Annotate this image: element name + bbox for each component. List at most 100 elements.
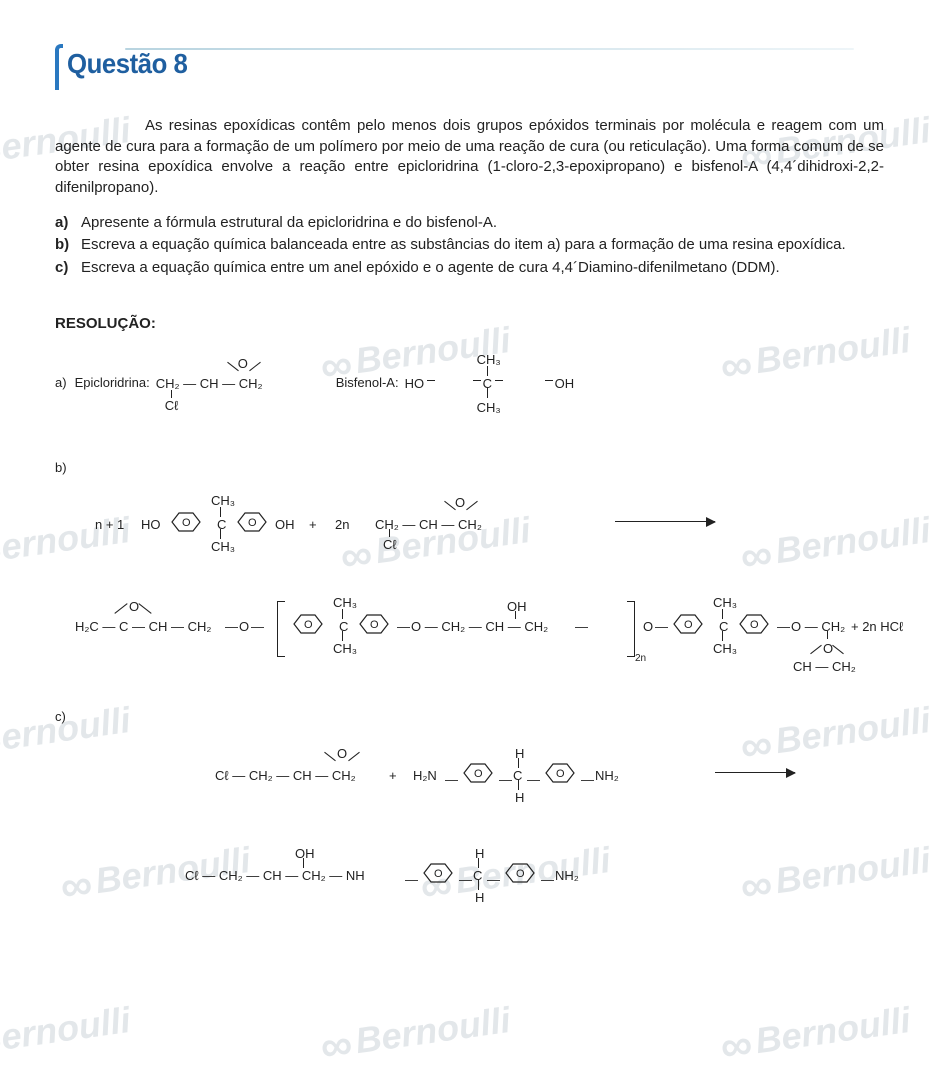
b-ch3: CH₃ [713,595,737,610]
epi-bond [249,362,261,371]
benzene-ring-icon: O [289,613,327,638]
resolution-a: a) Epicloridrina: CH₂ — CH — CH₂ O Cℓ Bi… [55,350,884,416]
reaction-arrow-icon [715,772,795,773]
b-epo-o: O [823,641,833,656]
chem-bond [324,752,336,761]
b-ho: HO [141,517,161,532]
bracket-icon [55,44,63,90]
b-epi-o: O [129,599,139,614]
benzene-ring-icon: O [669,613,707,638]
b-prod-epoxyL: H₂C — C — CH — CH₂ [75,619,211,634]
c-h-top: H [515,746,524,761]
c-nh2: NH₂ [555,868,579,883]
c-nh2: NH₂ [595,768,619,783]
chem-bond [427,380,435,381]
b-oh: OH [275,517,295,532]
epi-chlorine: Cℓ [165,398,179,413]
item-b: b) Escreva a equação química balanceada … [55,235,884,256]
chem-bond [342,631,343,641]
b-ch3: CH₃ [211,493,235,508]
b-epi-main: CH₂ — CH — CH₂ [375,517,482,532]
epi-bond [171,390,172,398]
item-b-text: Escreva a equação química balanceada ent… [81,235,884,256]
chem-bond [722,631,723,641]
res-b-label: b) [55,460,884,475]
benzene-ring-icon: O [541,762,579,787]
b-ch3: CH₃ [211,539,235,554]
b-sub-2n: 2n [635,653,646,664]
benzene-ring-icon: O [233,511,271,536]
chem-bond [487,388,488,398]
chem-bond [389,529,390,537]
bpa-oh: OH [555,376,575,391]
c-h2n: H₂N [413,768,437,783]
c-prod-oh: OH [295,846,315,861]
bpa-ho: HO [405,376,425,391]
epi-oxygen: O [238,356,248,371]
reaction-arrow-icon [615,521,715,522]
bpa-ch3-bot: CH₃ [477,400,501,415]
b-mid: O — CH₂ — CH — CH₂ [411,619,548,634]
c-plus: + [389,768,397,783]
b-prod-tail: + 2n HCℓ [851,619,903,634]
b-c: C [217,517,226,532]
b-ch3: CH₃ [333,641,357,656]
b-r-tail: O — CH₂ [791,619,845,634]
bpa-label: Bisfenol-A: [336,375,399,390]
c-h-bot: H [475,890,484,905]
item-c-label: c) [55,258,81,279]
chem-bond [220,507,221,517]
chem-bond [348,752,360,761]
b-o: O [239,619,249,634]
b-ch3: CH₃ [713,641,737,656]
chem-bond [478,880,479,890]
watermark: ∞Bernoulli [717,997,913,1073]
chem-bond [832,645,844,654]
res-c-label: c) [55,709,884,724]
watermark: ∞Bernoulli [0,997,134,1073]
b-oh-frag: OH [507,599,527,614]
intro-paragraph: As resinas epoxídicas contêm pelo menos … [55,116,884,199]
item-c: c) Escreva a equação química entre um an… [55,258,884,279]
chem-bond [518,758,519,768]
epi-backbone: CH₂ — CH — CH₂ [156,376,263,391]
bpa-ch3-top: CH₃ [477,352,501,367]
bisphenol-a-structure: HO O CH₃ C CH₃ O OH [405,350,635,416]
benzene-ring-icon: O [735,613,773,638]
b-epo-chch2: CH — CH₂ [793,659,856,674]
item-b-label: b) [55,235,81,256]
bracket-left-icon [277,601,285,657]
top-rule [125,48,854,50]
chem-bond [495,380,503,381]
c-h-bot: H [515,790,524,805]
benzene-ring-icon: O [167,511,205,536]
svg-text:O: O [516,868,525,880]
chem-bond [518,780,519,790]
svg-text:O: O [474,768,483,780]
epichlorohydrin-structure: CH₂ — CH — CH₂ O Cℓ [156,354,306,412]
item-a-label: a) [55,213,81,234]
svg-text:O: O [304,619,313,631]
b-2n: 2n [335,517,349,532]
svg-text:O: O [556,768,565,780]
benzene-ring-icon: O [419,862,457,887]
b-c: C [719,619,728,634]
svg-text:O: O [434,868,443,880]
b-plus: + [309,517,317,532]
watermark: ∞Bernoulli [317,997,513,1073]
res-a-label: a) [55,375,67,390]
item-a: a) Apresente a fórmula estrutural da epi… [55,213,884,234]
items-list: a) Apresente a fórmula estrutural da epi… [55,213,884,279]
chem-bond [342,609,343,619]
chem-bond [138,603,151,614]
c-h-top: H [475,846,484,861]
c-epi-o: O [337,746,347,761]
svg-text:O: O [248,517,257,529]
svg-text:O: O [370,619,379,631]
benzene-ring-icon: O [501,862,539,887]
svg-text:O: O [684,619,693,631]
b-coeff1: n + 1 [95,517,124,532]
b-epi-o: O [455,495,465,510]
chem-bond [722,609,723,619]
chem-bond [545,380,553,381]
